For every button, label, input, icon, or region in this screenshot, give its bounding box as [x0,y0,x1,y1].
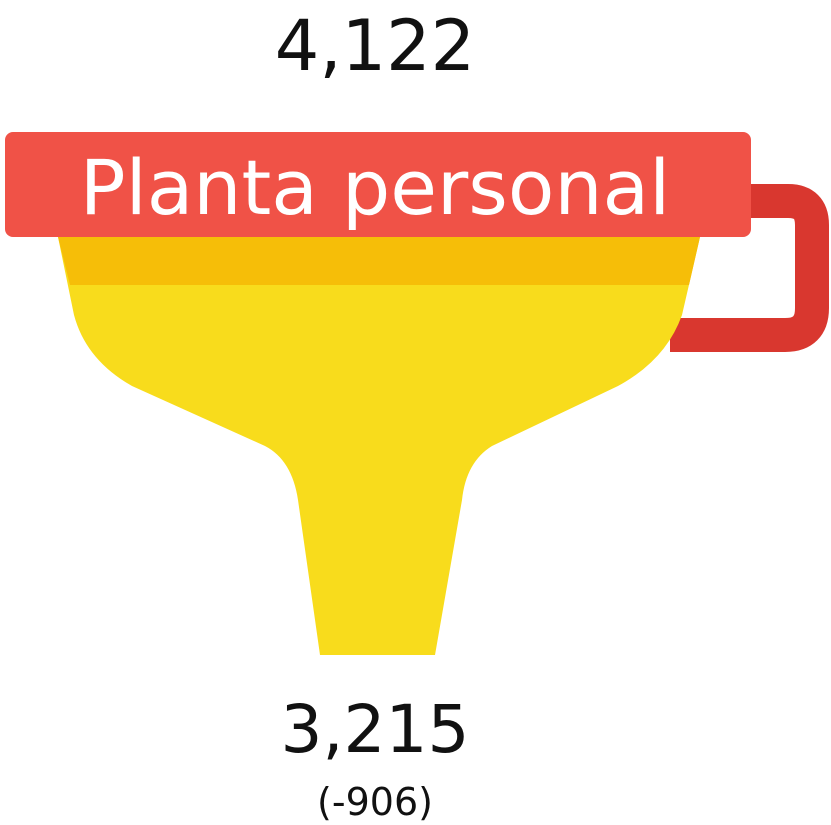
bottom-value: 3,215 [281,691,470,768]
top-value: 4,122 [275,5,475,87]
funnel-rim [58,237,700,285]
funnel-label: Planta personal [80,143,670,232]
funnel-body [58,237,700,655]
label-banner [5,132,751,237]
difference: (-906) [317,780,433,824]
funnel-handle [670,184,829,352]
